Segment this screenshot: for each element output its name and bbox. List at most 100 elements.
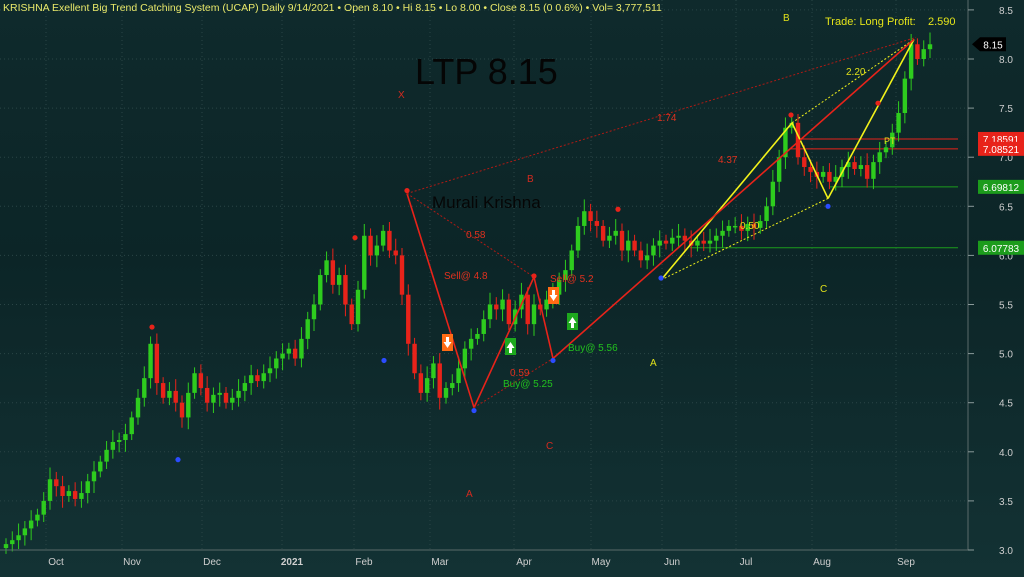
trade-profit-value: 2.590 — [928, 16, 956, 28]
candle-body — [28, 520, 34, 529]
candle-body — [192, 373, 197, 393]
candle-body — [104, 449, 109, 462]
x-tick-label: Jul — [740, 557, 753, 568]
candle-body — [676, 235, 681, 238]
candle-body — [154, 343, 160, 384]
candle-body — [563, 270, 568, 280]
candle-body — [739, 225, 744, 231]
y-tick-label: 8.5 — [999, 6, 1013, 17]
candle-body — [85, 481, 90, 494]
trade-status-label: Trade: Long Profit: — [825, 16, 916, 28]
pivot-dot — [471, 407, 477, 414]
ratio-label: 0.58 — [466, 230, 486, 241]
candle-body — [22, 528, 28, 536]
candle-body — [921, 49, 926, 59]
candle-body — [776, 157, 782, 182]
candle-body — [380, 230, 386, 246]
harmonic-pattern — [406, 36, 917, 409]
candle-body — [261, 373, 266, 382]
price-marker-label: 6.69812 — [983, 183, 1020, 194]
y-tick-label: 4.0 — [999, 448, 1013, 459]
ratio-label: 1.74 — [657, 113, 677, 124]
candle-body — [286, 348, 292, 354]
candle-body — [626, 240, 631, 251]
pattern-leg — [827, 38, 915, 199]
y-tick-label: 3.0 — [999, 546, 1013, 557]
ratio-label: 0.50 — [740, 221, 760, 232]
x-tick-label: Jun — [664, 557, 680, 568]
candle-body — [116, 440, 122, 442]
pattern-leg — [791, 122, 829, 199]
candle-body — [79, 493, 84, 499]
pattern-ratio-line — [791, 38, 915, 124]
candle-body — [770, 181, 776, 207]
candle-body — [204, 387, 210, 403]
candle-body — [374, 245, 380, 256]
sell-arrow-glyph — [443, 337, 452, 348]
candle-body — [274, 358, 279, 369]
y-tick-label: 6.0 — [999, 251, 1013, 262]
y-tick-label: 3.5 — [999, 497, 1013, 508]
point-label-c: C — [546, 441, 553, 452]
price-marker-box — [978, 179, 1024, 194]
x-tick-label: May — [592, 557, 611, 568]
candle-body — [91, 471, 97, 482]
candle-body — [494, 304, 499, 310]
ratio-label: 4.37 — [718, 155, 738, 166]
candle-body — [852, 162, 857, 169]
candle-body — [47, 479, 53, 501]
candle-body — [833, 176, 838, 182]
candle-body — [3, 544, 9, 549]
candle-body — [362, 235, 367, 290]
candle-body — [764, 206, 769, 222]
candle-body — [35, 514, 40, 521]
candle-body — [123, 434, 128, 441]
candle-body — [66, 491, 72, 496]
pivot-dot — [615, 206, 621, 212]
candle-body — [475, 333, 480, 339]
candle-body — [236, 390, 241, 398]
pattern-labels: X A B C A B C 0.58 0.59 1.74 4.37 0.50 2.20 PT Sell@ 4… — [398, 13, 896, 500]
point-label-x: X — [398, 90, 405, 101]
candle-body — [406, 294, 411, 344]
y-tick-label: 7.0 — [999, 153, 1013, 164]
candle-body — [60, 486, 65, 496]
candle-body — [399, 255, 405, 295]
chart-date: 9/14/2021 — [287, 2, 335, 14]
candle-body — [468, 338, 474, 349]
candle-body — [720, 230, 725, 236]
candle-body — [745, 223, 750, 231]
candle-body — [462, 348, 468, 369]
x-tick-label: Nov — [123, 557, 141, 568]
x-tick-label: Feb — [355, 557, 373, 568]
price-marker-box — [978, 240, 1024, 255]
candle-body — [915, 44, 920, 59]
candle-body — [670, 237, 675, 244]
pivot-dot — [875, 100, 881, 106]
target-label: PT — [884, 136, 896, 146]
author-watermark: Murali Krishna — [432, 193, 541, 212]
chart-header: KRISHNA Exellent Big Trend Catching Syst… — [3, 2, 662, 14]
candle-body — [179, 402, 185, 418]
candle-body — [619, 230, 625, 251]
pivot-dot — [658, 275, 664, 281]
x-tick-label: Apr — [516, 557, 532, 568]
x-tick-label: Sep — [897, 557, 915, 568]
candle-body — [613, 230, 618, 236]
candle-body — [783, 127, 788, 158]
candle-body — [41, 500, 46, 515]
candle-body — [148, 343, 153, 379]
candle-body — [255, 375, 260, 382]
candle-body — [682, 235, 688, 241]
sell-signal-label: Sell@ 4.8 — [444, 271, 488, 282]
candle-body — [418, 373, 424, 393]
open-value: Open 8.10 — [344, 2, 394, 14]
candle-body — [292, 348, 298, 359]
candle-body — [846, 162, 851, 168]
candle-body — [632, 240, 637, 251]
price-marker-label: 7.08521 — [983, 145, 1020, 156]
candle-body — [908, 44, 914, 79]
price-axis: 3.0 3.5 4.0 4.5 5.0 5.5 6.0 6.5 7.0 7.5 8.0 8.5 7.18… — [967, 0, 1024, 557]
candle-body — [657, 240, 662, 246]
